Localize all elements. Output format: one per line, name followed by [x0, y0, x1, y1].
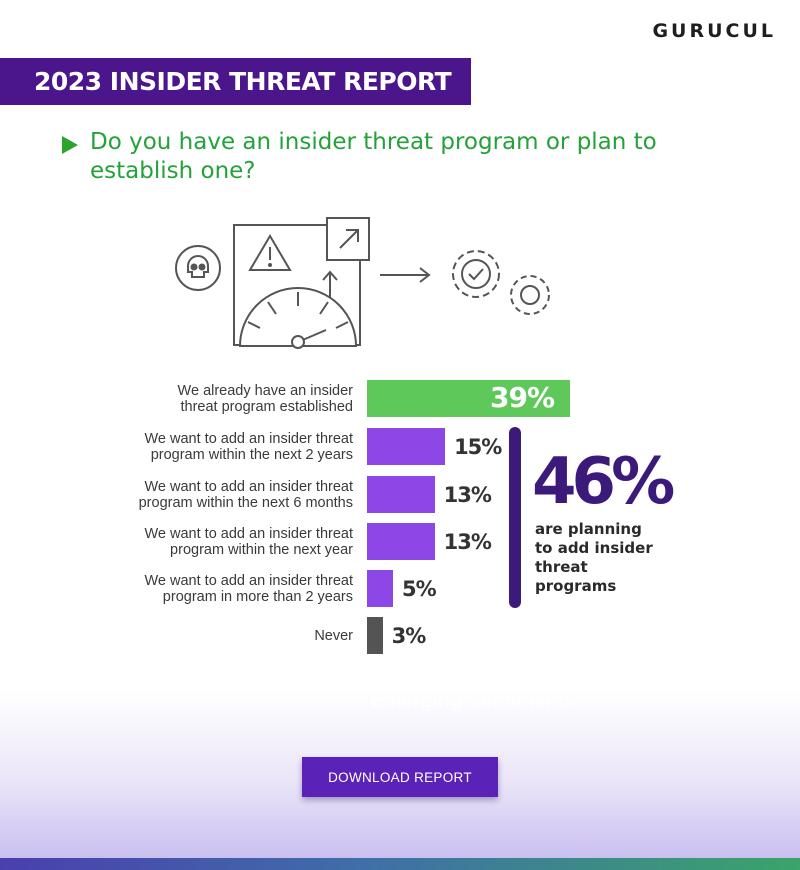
combined-caption: are planning to add insider threat progr…	[535, 520, 675, 596]
faded-footer-text: Emerging Sentiments	[370, 690, 576, 712]
bar-value-label: 13%	[443, 530, 492, 554]
skull-icon	[175, 245, 221, 291]
bar	[367, 428, 446, 465]
bar-category-label-line: We want to add an insider threat	[144, 478, 354, 495]
bar-category-label-line: program within the next year	[170, 541, 353, 558]
bar	[367, 380, 570, 417]
bar-category-label-line: We want to add an insider threat	[144, 430, 354, 447]
bar-category-label-line: threat program established	[180, 398, 354, 415]
footer-gradient-strip	[0, 858, 800, 870]
bar	[367, 476, 435, 513]
caption-line: to add insider	[535, 539, 653, 557]
bar	[367, 523, 435, 560]
bar-value-label: 13%	[443, 483, 492, 507]
bar-value-label: 39%	[490, 381, 555, 414]
caption-line: programs	[535, 577, 617, 595]
gurucul-logo: GURUCUL	[652, 20, 776, 42]
bar	[367, 617, 383, 654]
combined-percentage: 46%	[532, 445, 675, 519]
bar-category-label: We already have an insider threat program…	[73, 383, 353, 415]
bar-category-label-line: Never	[314, 627, 353, 644]
download-report-button[interactable]: DOWNLOAD REPORT	[302, 757, 498, 797]
bar-category-label-line: We already have an insider	[177, 382, 353, 399]
caption-line: threat	[535, 558, 588, 576]
bar-category-label-line: We want to add an insider threat	[144, 525, 354, 542]
bar-category-label-line: We want to add an insider threat	[144, 572, 354, 589]
bar-category-label-line: program in more than 2 years	[162, 588, 353, 605]
gauge-icon	[238, 287, 358, 349]
play-arrow-icon	[62, 136, 78, 154]
arrow-right-icon	[380, 267, 431, 283]
report-banner: 2023 INSIDER THREAT REPORT	[0, 58, 471, 105]
bar-category-label: Never	[73, 628, 353, 644]
bar	[367, 570, 394, 607]
bar-value-label: 3%	[391, 624, 427, 648]
external-link-icon	[326, 217, 370, 261]
bar-value-label: 15%	[454, 435, 502, 459]
group-bracket	[509, 427, 521, 608]
bar-category-label: We want to add an insider threat program …	[73, 430, 354, 463]
bar-category-label: We want to add an insider threat program …	[73, 479, 353, 511]
bar-value-label: 5%	[402, 577, 437, 601]
bar-category-label-line: program within the next 2 years	[150, 446, 353, 463]
bar-category-label: We want to add an insider threat program …	[73, 572, 354, 605]
bar-category-label: We want to add an insider threat program …	[73, 525, 354, 558]
bar-category-label-line: program within the next 6 months	[138, 494, 353, 511]
question-heading: Do you have an insider threat program or…	[90, 129, 657, 184]
gears-icon	[452, 250, 550, 315]
caption-line: are planning	[535, 520, 642, 538]
threat-illustration	[175, 217, 550, 349]
